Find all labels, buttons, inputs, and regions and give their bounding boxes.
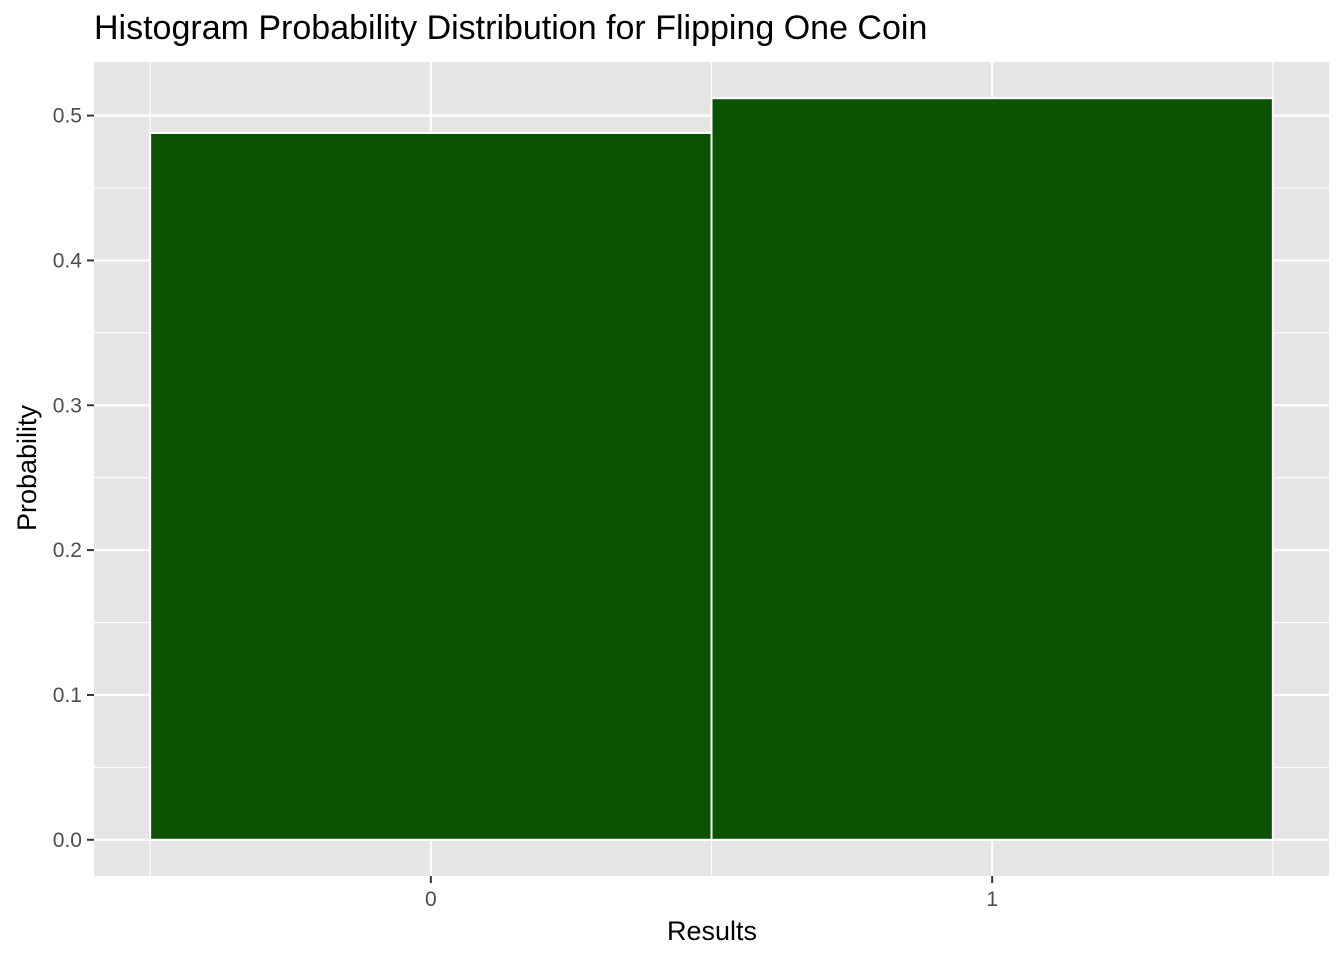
- y-tick-label: 0.1: [53, 684, 82, 707]
- y-tick-label: 0.3: [53, 394, 82, 417]
- x-tick-label: 1: [986, 888, 998, 911]
- bar-0: [149, 131, 713, 841]
- bar-series: [149, 97, 1274, 841]
- chart-title: Histogram Probability Distribution for F…: [94, 9, 927, 47]
- y-tick-label: 0.2: [53, 539, 82, 562]
- x-axis-title: Results: [667, 916, 757, 946]
- y-tick-label: 0.4: [53, 249, 83, 272]
- y-axis-title: Probability: [12, 404, 42, 531]
- y-tick-label: 0.0: [53, 829, 82, 852]
- y-tick-label: 0.5: [53, 105, 82, 128]
- bar-1: [710, 97, 1274, 841]
- y-axis: 0.0 0.1 0.2 0.3 0.4 0.5: [53, 105, 94, 852]
- x-tick-label: 0: [425, 888, 437, 911]
